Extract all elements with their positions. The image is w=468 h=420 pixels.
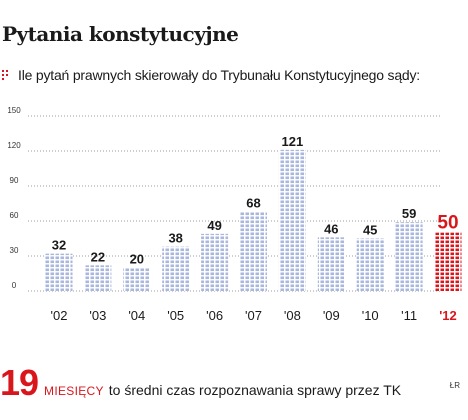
y-tick-label: 90	[10, 176, 19, 185]
subtitle-row: Ile pytań prawnych skierowały do Trybuna…	[2, 66, 420, 84]
bar-02	[45, 253, 73, 291]
bar-08	[278, 149, 306, 291]
x-tick-label: '08	[284, 308, 301, 323]
bar-09	[317, 237, 345, 291]
x-tick-label: '03	[89, 308, 106, 323]
chart-title: Pytania konstytucyjne	[2, 22, 239, 46]
y-tick-label: 30	[10, 246, 19, 255]
value-label: 22	[91, 249, 105, 264]
footer-text: to średni czas rozpoznawania sprawy prze…	[108, 382, 402, 398]
bar-07	[240, 211, 267, 291]
x-tick-label: '07	[245, 308, 262, 323]
x-tick-label: '06	[206, 308, 223, 323]
x-tick-label: '09	[323, 308, 340, 323]
value-label: 68	[246, 196, 260, 211]
footer-number: 19	[0, 362, 39, 403]
credit: ŁR	[449, 381, 460, 390]
bar-06	[201, 233, 229, 291]
value-label: 49	[207, 218, 221, 233]
value-label: 20	[130, 252, 144, 267]
chart-subtitle: Ile pytań prawnych skierowały do Trybuna…	[18, 67, 420, 83]
y-tick-label: 150	[7, 106, 21, 115]
x-tick-label: '04	[128, 308, 145, 323]
x-tick-label: '12	[439, 308, 457, 323]
x-tick-label: '05	[167, 308, 184, 323]
x-tick-label: '11	[401, 308, 417, 323]
x-tick-label: '10	[362, 308, 379, 323]
bar-layer	[45, 149, 462, 291]
bar-12	[434, 232, 462, 291]
x-tick-label: '02	[51, 308, 68, 323]
bar-04	[123, 267, 151, 291]
bar-10	[356, 238, 384, 291]
y-tick-label: 120	[7, 141, 21, 150]
bar-chart: 0 30 60 90 120 150 32 '02 22 '03 20 '04 38 '05 49 '06 68…	[7, 106, 462, 323]
bar-03	[84, 265, 112, 291]
value-label: 59	[402, 206, 416, 221]
value-label: 50	[437, 213, 458, 234]
y-tick-label: 60	[10, 211, 19, 220]
value-label: 45	[363, 223, 377, 238]
y-tick-label: 0	[12, 281, 17, 290]
value-label: 38	[168, 231, 182, 246]
red-dots-icon	[2, 70, 8, 80]
bar-05	[162, 246, 190, 291]
label-layer: 0 30 60 90 120 150 32 '02 22 '03 20 '04 38 '05 49 '06 68…	[7, 106, 458, 323]
value-label: 32	[52, 238, 66, 253]
value-label: 121	[282, 134, 304, 149]
footer-fact: 19 MIESIĘCY to średni czas rozpoznawania…	[0, 363, 401, 403]
footer-unit: MIESIĘCY	[44, 384, 104, 398]
bar-11	[395, 222, 423, 291]
value-label: 46	[324, 221, 338, 236]
